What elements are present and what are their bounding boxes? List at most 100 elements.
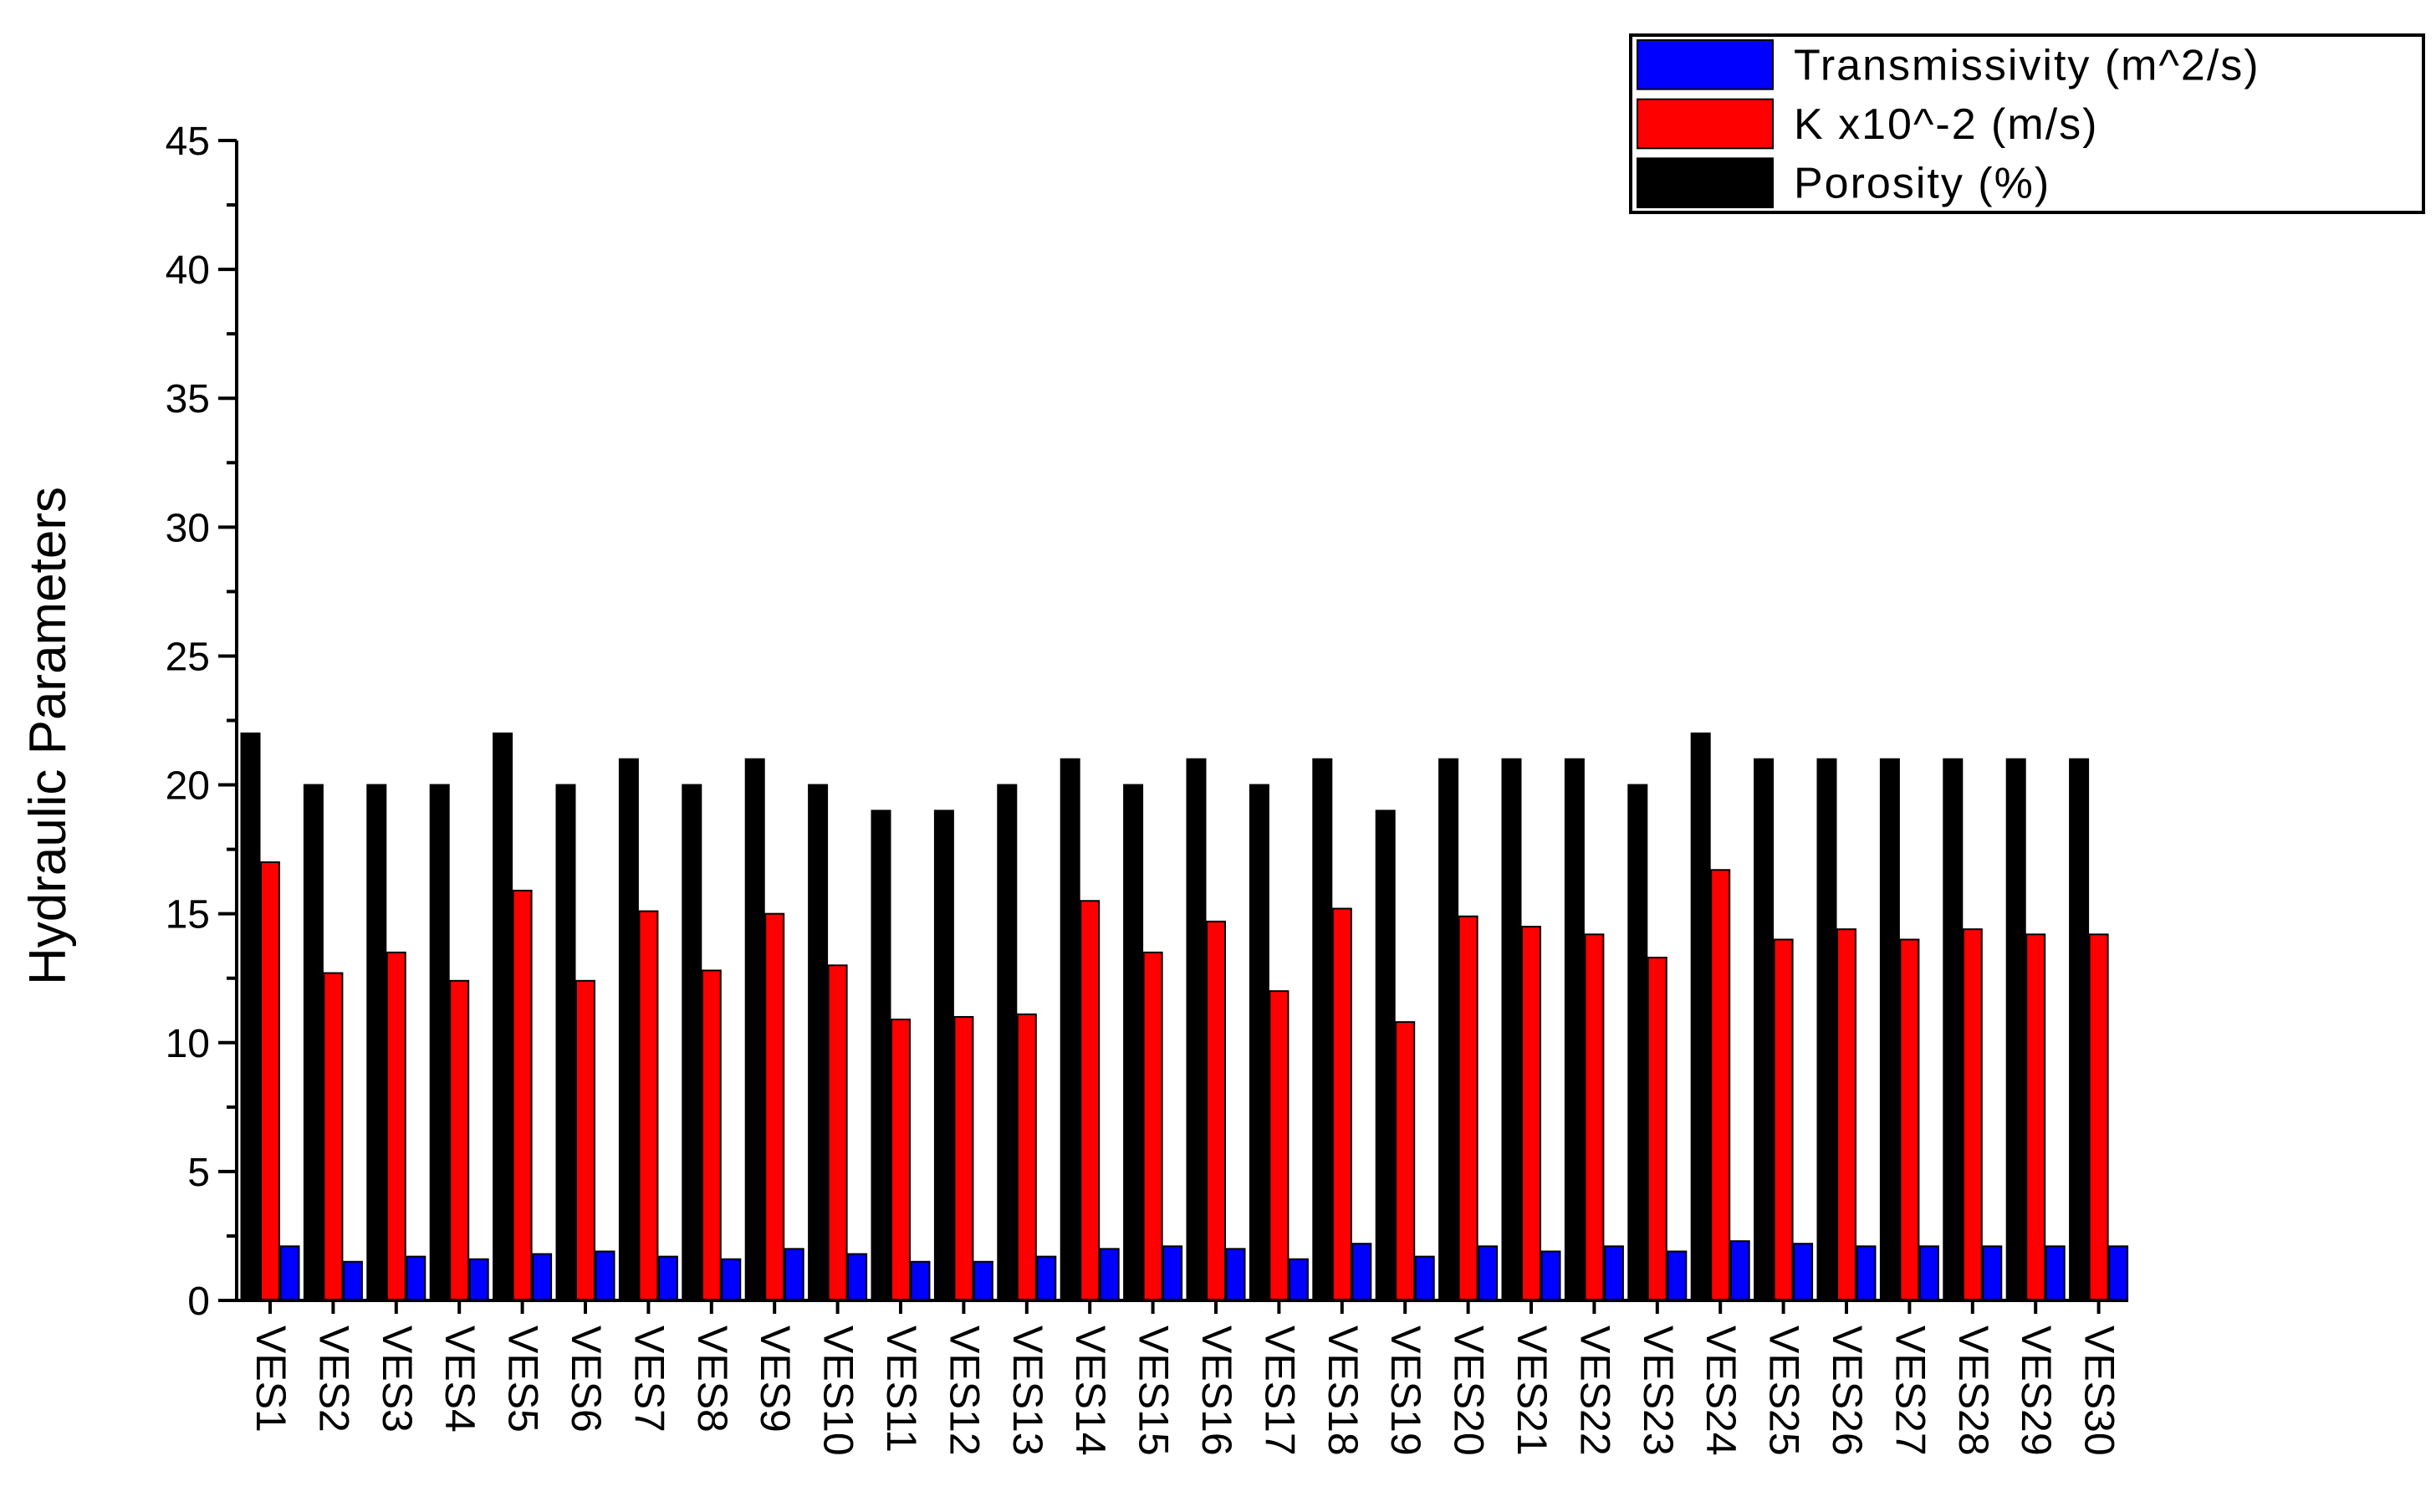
- bar-porosity-ves21: [1501, 758, 1522, 1301]
- bar-k-ves1: [260, 861, 280, 1301]
- bar-porosity-ves16: [1186, 758, 1207, 1301]
- bar-k-ves21: [1521, 926, 1541, 1301]
- bar-k-ves29: [2025, 933, 2046, 1302]
- x-tick-label: VES18: [1320, 1326, 1366, 1456]
- bar-porosity-ves7: [618, 758, 639, 1301]
- bar-transmissivity-ves10: [847, 1253, 868, 1302]
- bar-k-ves26: [1836, 928, 1856, 1302]
- bar-transmissivity-ves2: [342, 1260, 363, 1302]
- x-tick-label: VES5: [500, 1326, 547, 1433]
- x-tick-label: VES17: [1256, 1326, 1303, 1456]
- y-tick-label: 45: [166, 120, 210, 164]
- x-tick-label: VES29: [2013, 1326, 2060, 1456]
- x-tick-label: VES3: [374, 1326, 421, 1433]
- bar-transmissivity-ves16: [1225, 1248, 1246, 1302]
- bar-transmissivity-ves24: [1729, 1240, 1750, 1301]
- y-tick-labels: 0 5 10 15 20 25 30 35 40 45: [166, 120, 210, 1324]
- bar-transmissivity-ves1: [279, 1245, 300, 1301]
- y-tick-label: 30: [166, 506, 210, 550]
- bar-porosity-ves19: [1375, 810, 1396, 1301]
- y-tick-label: 5: [187, 1151, 210, 1195]
- bar-transmissivity-ves3: [406, 1255, 426, 1301]
- bar-transmissivity-ves7: [657, 1255, 678, 1301]
- x-tick-label: VES28: [1950, 1326, 1997, 1456]
- bar-porosity-ves6: [555, 784, 576, 1301]
- bar-transmissivity-ves26: [1856, 1245, 1877, 1301]
- bar-porosity-ves27: [1879, 758, 1900, 1301]
- legend-swatch: [1637, 98, 1774, 150]
- x-tick-label: VES19: [1382, 1326, 1429, 1456]
- bar-transmissivity-ves27: [1918, 1245, 1939, 1301]
- legend-label: K x10^-2 (m/s): [1794, 100, 2098, 149]
- bar-transmissivity-ves28: [1982, 1245, 2003, 1301]
- bar-k-ves3: [386, 951, 406, 1302]
- x-tick-label: VES11: [878, 1326, 925, 1453]
- bar-k-ves28: [1962, 928, 1983, 1302]
- x-tick-label: VES4: [437, 1326, 483, 1433]
- bar-porosity-ves3: [366, 784, 387, 1301]
- bar-k-ves15: [1142, 951, 1163, 1302]
- bar-k-ves20: [1458, 915, 1478, 1301]
- y-tick-label: 35: [166, 377, 210, 421]
- bar-porosity-ves9: [744, 758, 765, 1301]
- x-tick-label: VES24: [1698, 1326, 1744, 1456]
- x-tick-label: VES30: [2076, 1326, 2123, 1456]
- legend: Transmissivity (m^2/s) K x10^-2 (m/s) Poro…: [1629, 33, 2425, 214]
- bar-k-ves10: [827, 964, 848, 1302]
- bar-k-ves25: [1773, 938, 1794, 1301]
- x-tick-label: VES9: [752, 1326, 799, 1433]
- bar-porosity-ves20: [1438, 758, 1459, 1301]
- bar-k-ves24: [1710, 869, 1731, 1302]
- bar-transmissivity-ves4: [468, 1258, 489, 1302]
- bar-transmissivity-ves29: [2045, 1245, 2066, 1301]
- bar-transmissivity-ves30: [2108, 1245, 2129, 1301]
- y-tick-label: 20: [166, 764, 210, 809]
- bar-porosity-ves5: [493, 732, 513, 1301]
- x-tick-label: VES27: [1887, 1326, 1933, 1456]
- bar-porosity-ves1: [240, 732, 261, 1301]
- x-tick-label: VES20: [1446, 1326, 1493, 1456]
- bar-k-ves5: [512, 889, 533, 1301]
- bar-porosity-ves11: [871, 810, 891, 1301]
- bar-porosity-ves10: [808, 784, 829, 1301]
- bar-porosity-ves26: [1816, 758, 1837, 1301]
- x-tick-label: VES12: [941, 1326, 988, 1456]
- bar-transmissivity-ves20: [1478, 1245, 1499, 1301]
- bar-k-ves18: [1331, 907, 1352, 1301]
- bar-k-ves11: [891, 1019, 911, 1301]
- axes-layer: [218, 139, 2128, 1314]
- bar-k-ves7: [638, 910, 659, 1302]
- legend-label: Transmissivity (m^2/s): [1794, 41, 2260, 89]
- bar-k-ves4: [449, 979, 470, 1301]
- bar-transmissivity-ves9: [784, 1248, 804, 1302]
- bar-transmissivity-ves19: [1414, 1255, 1435, 1301]
- bar-k-ves30: [2088, 933, 2109, 1302]
- bar-transmissivity-ves8: [721, 1258, 742, 1302]
- bar-transmissivity-ves11: [910, 1260, 931, 1302]
- bars-layer: [240, 732, 2129, 1302]
- y-tick-label: 25: [166, 635, 210, 679]
- bar-transmissivity-ves21: [1540, 1250, 1561, 1301]
- legend-swatch: [1637, 39, 1774, 90]
- bar-porosity-ves2: [303, 784, 324, 1301]
- y-tick-label: 0: [187, 1280, 210, 1324]
- bar-porosity-ves18: [1312, 758, 1333, 1301]
- bar-k-ves8: [701, 969, 722, 1302]
- y-tick-label: 15: [166, 893, 210, 937]
- bar-transmissivity-ves15: [1162, 1245, 1183, 1301]
- x-tick-label: VES10: [815, 1326, 862, 1456]
- x-tick-label: VES7: [626, 1326, 672, 1433]
- y-tick-label: 10: [166, 1022, 210, 1066]
- bar-k-ves14: [1080, 900, 1101, 1302]
- bar-porosity-ves29: [2005, 758, 2026, 1301]
- bar-porosity-ves12: [933, 810, 954, 1301]
- bar-transmissivity-ves6: [595, 1250, 615, 1301]
- bar-transmissivity-ves13: [1036, 1255, 1057, 1301]
- bar-k-ves22: [1584, 933, 1605, 1302]
- bar-k-ves9: [764, 912, 785, 1301]
- bar-porosity-ves28: [1943, 758, 1964, 1301]
- bar-transmissivity-ves5: [532, 1253, 553, 1302]
- bar-k-ves23: [1647, 957, 1667, 1301]
- bar-k-ves16: [1206, 920, 1226, 1301]
- legend-label: Porosity (%): [1794, 160, 2050, 208]
